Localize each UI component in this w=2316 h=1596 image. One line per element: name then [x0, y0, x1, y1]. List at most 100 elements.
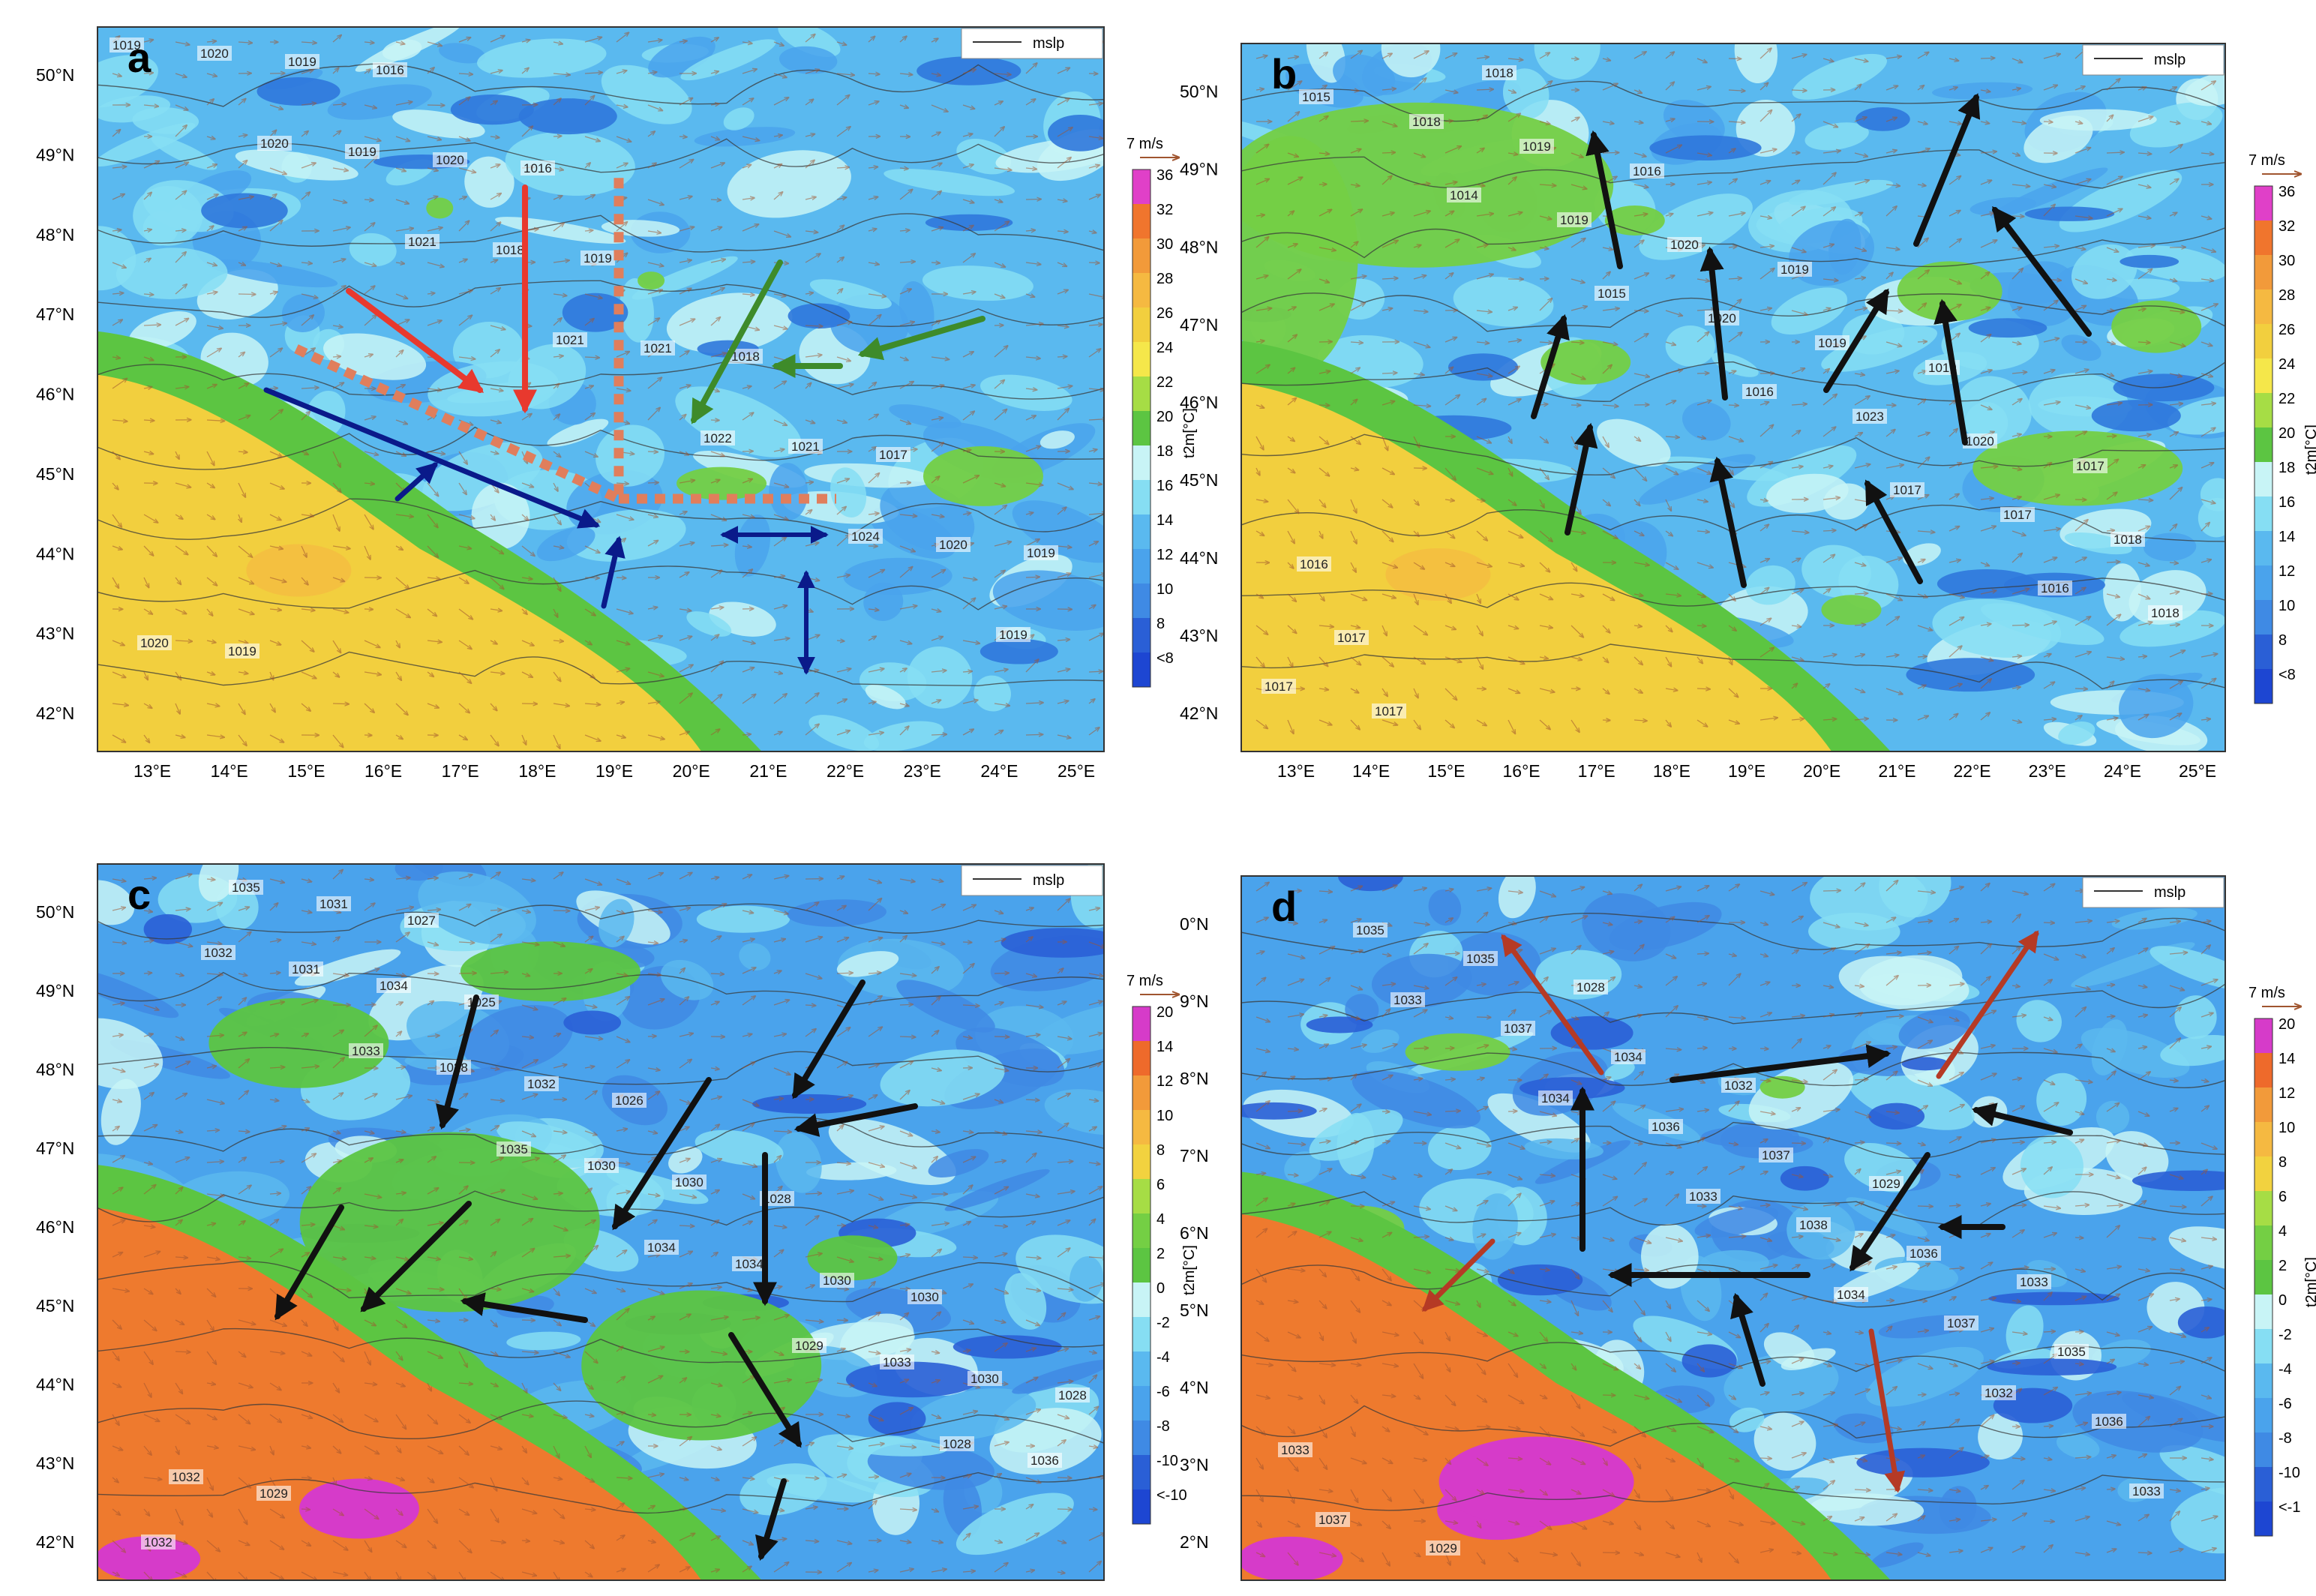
isobar-label: 1033: [1394, 993, 1422, 1007]
colorbar-segment: [1132, 204, 1150, 239]
isobar-label: 1017: [1375, 704, 1403, 718]
wind-vector: [1288, 1111, 1302, 1112]
latitude-label: 46°N: [1180, 393, 1218, 412]
colorbar-tick: 4: [1156, 1211, 1165, 1228]
isobar-label: 1017: [1893, 483, 1922, 497]
colorbar-segment: [2254, 1398, 2272, 1433]
legend-label: mslp: [2154, 52, 2186, 68]
green-temperature-patch: [460, 941, 640, 1001]
wind-vector: [1760, 1458, 1772, 1459]
longitude-label: 13°E: [134, 761, 171, 781]
latitude-label: 50°N: [1180, 82, 1218, 101]
isobar-label: 1018: [2151, 606, 2180, 620]
cold-patch: [1856, 107, 1910, 131]
colorbar-tick: 0: [1156, 1280, 1165, 1297]
wind-vector: [1571, 688, 1580, 689]
latitude-label: 3°N: [1180, 1455, 1209, 1474]
latitude-label: 6°N: [1180, 1223, 1209, 1243]
wind-scale-label: 7 m/s: [2248, 985, 2285, 1001]
latitude-label: 46°N: [36, 385, 74, 404]
wind-vector: [1058, 356, 1067, 357]
wind-vector: [2044, 1521, 2054, 1522]
longitude-label: 19°E: [1728, 761, 1766, 781]
wind-vector: [1603, 152, 1619, 153]
colorbar-tick: 24: [2278, 356, 2295, 373]
isobar-label: 1030: [587, 1159, 616, 1173]
isobar-label: 1030: [675, 1175, 704, 1190]
isobar-label: 1029: [795, 1339, 824, 1353]
isobar-label: 1019: [1818, 336, 1846, 350]
panel-letter: d: [1271, 883, 1297, 930]
colorbar-tick: -2: [1156, 1315, 1170, 1331]
colorbar-tick: 20: [2278, 425, 2295, 442]
cold-patch: [1906, 658, 2035, 692]
colorbar-tick: 16: [2278, 494, 2295, 511]
isobar-label: 1021: [556, 333, 584, 347]
wind-vector: [1026, 734, 1043, 735]
isobar-label: 1020: [1966, 434, 1994, 448]
wind-vector: [2075, 688, 2088, 689]
longitude-label: 18°E: [1653, 761, 1690, 781]
colorbar-tick: 10: [2278, 1120, 2295, 1136]
isobar-label: 1031: [292, 962, 320, 976]
isobar-label: 1024: [851, 530, 880, 544]
green-temperature-patch: [1821, 595, 1881, 625]
isobar-label: 1036: [1910, 1246, 1938, 1261]
isobar-label: 1037: [1762, 1148, 1790, 1162]
wind-vector: [680, 136, 687, 137]
isobar-label: 1032: [1724, 1078, 1753, 1093]
wind-vector: [144, 973, 152, 974]
wind-vector: [1729, 405, 1738, 406]
isobar-label: 1034: [1541, 1091, 1570, 1106]
isobar-label: 1036: [2095, 1414, 2123, 1429]
colorbar-tick: 12: [1156, 547, 1173, 563]
colorbar-tick: 20: [2278, 1016, 2295, 1033]
latitude-label: 43°N: [36, 624, 74, 644]
latitude-label: 45°N: [36, 464, 74, 484]
latitude-label: 44°N: [36, 544, 74, 563]
cold-patch: [2120, 255, 2179, 268]
colorbar-tick: <8: [2278, 667, 2296, 683]
colorbar-tick: 22: [1156, 374, 1173, 391]
wind-vector: [1697, 953, 1708, 954]
wind-vector: [1697, 373, 1709, 374]
colorbar-tick: 24: [1156, 340, 1173, 356]
colorbar-segment: [1132, 1006, 1150, 1042]
wind-vector: [900, 1288, 910, 1289]
isobar-label: 1035: [232, 880, 260, 895]
longitude-label: 23°E: [904, 761, 941, 781]
colorbar-tick: 14: [2278, 1051, 2295, 1067]
colorbar-segment: [1132, 1041, 1150, 1076]
cold-patch: [1231, 1102, 1317, 1120]
isobar-label: 1035: [1466, 952, 1495, 966]
wind-vector: [1886, 1143, 1901, 1144]
colorbar-segment: [2254, 428, 2272, 463]
wind-vector: [900, 1004, 913, 1005]
wind-vector: [932, 262, 940, 263]
colorbar-segment: [1132, 618, 1150, 653]
colorbar-segment: [1132, 1420, 1150, 1456]
isobar-label: 1018: [1485, 66, 1514, 80]
isobar-label: 1034: [380, 979, 408, 993]
map-area: 1032103310351034102910281032103110281030…: [31, 832, 1168, 1583]
wind-vector: [2075, 1331, 2084, 1332]
colorbar-title: t2m[°C]: [1181, 408, 1198, 458]
wind-vector: [1823, 890, 1840, 891]
colorbar-segment: [1132, 1386, 1150, 1421]
cold-patch: [1649, 135, 1761, 160]
wind-vector: [333, 356, 341, 357]
isobar-label: 1018: [2114, 532, 2142, 547]
isobar-label: 1020: [436, 153, 464, 167]
cold-patch: [563, 1010, 621, 1034]
longitude-label: 16°E: [1503, 761, 1540, 781]
colorbar-tick: 12: [2278, 563, 2295, 580]
colorbar-tick: 6: [2278, 1189, 2287, 1205]
latitude-label: 42°N: [1180, 704, 1218, 723]
wind-vector: [364, 609, 374, 610]
colorbar-segment: [2254, 186, 2272, 221]
colorbar-tick: 2: [1156, 1246, 1165, 1262]
isobar-label: 1035: [1356, 923, 1384, 938]
green-temperature-patch: [426, 198, 453, 219]
latitude-label: 50°N: [36, 65, 74, 85]
colorbar-segment: [1132, 1490, 1150, 1525]
